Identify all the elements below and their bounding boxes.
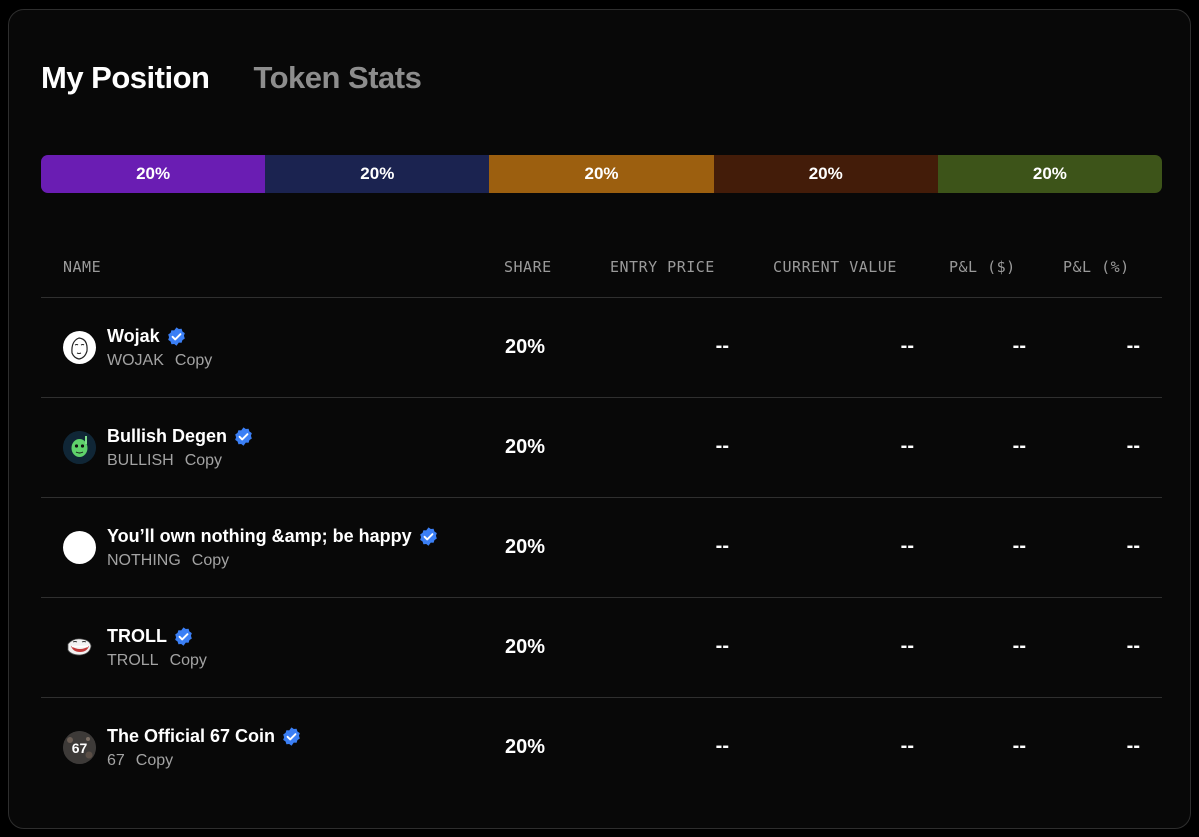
tab-bar: My Position Token Stats (41, 60, 422, 96)
verified-badge-icon (166, 326, 187, 347)
allocation-segment: 20% (489, 155, 714, 193)
pnl-pct-value: -- (1126, 735, 1140, 757)
white-circle-icon (63, 531, 96, 564)
pnl-pct-value: -- (1126, 535, 1140, 557)
entry-price-value: -- (715, 535, 729, 557)
pnl-pct-value: -- (1126, 435, 1140, 457)
column-header-current-value[interactable]: CURRENT VALUE (773, 258, 897, 276)
pnl-usd-value: -- (1012, 435, 1026, 457)
entry-price-value: -- (715, 635, 729, 657)
allocation-segment: 20% (265, 155, 490, 193)
copy-button[interactable]: Copy (174, 352, 213, 369)
column-header-pnl-pct[interactable]: P&L (%) (1063, 258, 1130, 276)
token-symbol: BULLISH (107, 452, 174, 469)
entry-price-value: -- (715, 335, 729, 357)
token-symbol: 67 (107, 752, 125, 769)
verified-badge-icon (173, 626, 194, 647)
table-row[interactable]: Wojak WOJAK Copy 20% -- -- -- -- (41, 298, 1162, 398)
verified-badge-icon (281, 726, 302, 747)
allocation-bar: 20% 20% 20% 20% 20% (41, 155, 1162, 193)
current-value-value: -- (900, 535, 914, 557)
current-value-value: -- (900, 635, 914, 657)
pnl-usd-value: -- (1012, 635, 1026, 657)
token-symbol: NOTHING (107, 552, 181, 569)
share-value: 20% (505, 436, 546, 458)
pnl-usd-value: -- (1012, 535, 1026, 557)
allocation-segment: 20% (937, 155, 1162, 193)
current-value-value: -- (900, 335, 914, 357)
verified-badge-icon (233, 426, 254, 447)
share-value: 20% (505, 536, 546, 558)
allocation-segment: 20% (713, 155, 938, 193)
tab-token-stats[interactable]: Token Stats (253, 60, 422, 95)
wojak-face-icon (63, 331, 96, 364)
copy-button[interactable]: Copy (135, 752, 174, 769)
entry-price-value: -- (715, 435, 729, 457)
table-row[interactable]: Bullish Degen BULLISH Copy 20% -- -- -- … (41, 398, 1162, 498)
share-value: 20% (505, 636, 546, 658)
token-name: The Official 67 Coin (107, 726, 276, 746)
sixty-seven-icon: 67 (63, 731, 96, 764)
allocation-segment: 20% (41, 155, 266, 193)
column-header-entry-price[interactable]: ENTRY PRICE (610, 258, 715, 276)
current-value-value: -- (900, 735, 914, 757)
copy-button[interactable]: Copy (184, 452, 223, 469)
pnl-usd-value: -- (1012, 735, 1026, 757)
tab-my-position[interactable]: My Position (41, 60, 210, 95)
token-symbol: WOJAK (107, 352, 164, 369)
current-value-value: -- (900, 435, 914, 457)
pnl-pct-value: -- (1126, 635, 1140, 657)
pnl-pct-value: -- (1126, 335, 1140, 357)
table-row[interactable]: You’ll own nothing &amp; be happy NOTHIN… (41, 498, 1162, 598)
column-header-share[interactable]: SHARE (504, 258, 552, 276)
token-name: You’ll own nothing &amp; be happy (107, 526, 412, 546)
share-value: 20% (505, 736, 546, 758)
token-name: TROLL (107, 626, 167, 646)
copy-button[interactable]: Copy (169, 652, 207, 669)
column-header-name[interactable]: NAME (63, 258, 102, 276)
copy-button[interactable]: Copy (191, 552, 230, 569)
entry-price-value: -- (715, 735, 729, 757)
token-name: Bullish Degen (107, 426, 228, 446)
avatar-text: 67 (72, 740, 88, 756)
troll-face-icon (63, 631, 96, 664)
column-header-pnl-usd[interactable]: P&L ($) (949, 258, 1016, 276)
position-panel: My Position Token Stats 20% 20% 20% 20% … (8, 9, 1191, 829)
verified-badge-icon (418, 526, 439, 547)
pnl-usd-value: -- (1012, 335, 1026, 357)
table-header: NAME SHARE ENTRY PRICE CURRENT VALUE P&L… (41, 256, 1162, 298)
table-row[interactable]: TROLL TROLL Copy 20% -- -- -- -- (41, 598, 1162, 698)
table-row[interactable]: 67 The Official 67 Coin 67 Copy 20% -- -… (41, 698, 1162, 798)
green-alien-icon (63, 431, 96, 464)
token-symbol: TROLL (107, 652, 159, 669)
token-name: Wojak (107, 326, 160, 346)
share-value: 20% (505, 336, 546, 358)
